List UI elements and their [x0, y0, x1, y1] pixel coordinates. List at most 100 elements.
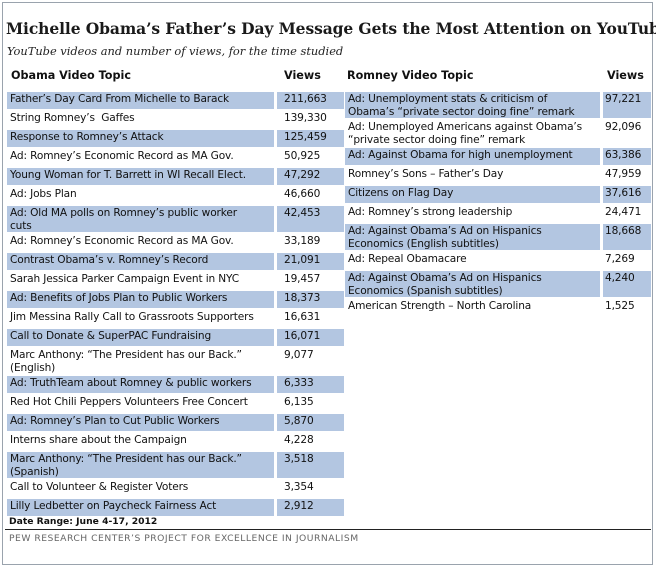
obama-topic: Ad: TruthTeam about Romney & public work…	[10, 377, 252, 389]
obama-views: 4,228	[284, 434, 314, 446]
obama-topic: Ad: Old MA polls on Romney’s public work…	[10, 207, 237, 232]
obama-topic: Ad: Romney’s Plan to Cut Public Workers	[10, 415, 220, 427]
romney-topic: Citizens on Flag Day	[348, 187, 454, 199]
obama-topic: Call to Volunteer & Register Voters	[10, 481, 189, 493]
romney-row: Citizens on Flag Day 37,616	[345, 186, 651, 203]
obama-row: Ad: Romney’s Plan to Cut Public Workers 5…	[7, 414, 344, 431]
obama-row: Ad: Benefits of Jobs Plan to Public Work…	[7, 291, 344, 308]
romney-topic: American Strength – North Carolina	[348, 300, 532, 312]
romney-row: Ad: Repeal Obamacare 7,269	[345, 252, 651, 269]
obama-views: 33,189	[284, 235, 321, 247]
obama-row: Ad: Jobs Plan 46,660	[7, 187, 344, 204]
obama-topic: Ad: Romney’s Economic Record as MA Gov.	[10, 235, 234, 247]
obama-views: 3,354	[284, 481, 314, 493]
obama-views: 42,453	[284, 207, 321, 219]
romney-views: 97,221	[605, 93, 642, 105]
obama-row: Call to Volunteer & Register Voters 3,354	[7, 480, 344, 497]
obama-views: 19,457	[284, 273, 321, 285]
obama-table: Father’s Day Card From Michelle to Barac…	[7, 92, 344, 518]
obama-topic: Young Woman for T. Barrett in WI Recall …	[10, 169, 246, 181]
chart-subtitle: YouTube videos and number of views, for …	[7, 44, 344, 58]
obama-topic: Marc Anthony: “The President has our Bac…	[10, 453, 242, 478]
romney-topic-header: Romney Video Topic	[347, 69, 474, 82]
obama-row: Young Woman for T. Barrett in WI Recall …	[7, 168, 344, 185]
date-range: Date Range: June 4-17, 2012	[9, 516, 158, 527]
obama-views: 6,333	[284, 377, 314, 389]
obama-row: Ad: TruthTeam about Romney & public work…	[7, 376, 344, 393]
romney-topic: Ad: Unemployment stats & criticism of Ob…	[348, 93, 575, 118]
obama-topic: String Romney’s Gaffes	[10, 112, 135, 124]
romney-row: Ad: Unemployed Americans against Obama’s…	[345, 120, 651, 146]
obama-topic: Red Hot Chili Peppers Volunteers Free Co…	[10, 396, 248, 408]
obama-topic: Ad: Jobs Plan	[10, 188, 77, 200]
obama-views: 50,925	[284, 150, 321, 162]
romney-topic: Ad: Against Obama’s Ad on Hispanics Econ…	[348, 225, 542, 250]
obama-row: Ad: Old MA polls on Romney’s public work…	[7, 206, 344, 232]
obama-views: 6,135	[284, 396, 314, 408]
obama-row: String Romney’s Gaffes 139,330	[7, 111, 344, 128]
romney-views: 47,959	[605, 168, 642, 180]
obama-views: 211,663	[284, 93, 327, 105]
obama-row: Lilly Ledbetter on Paycheck Fairness Act…	[7, 499, 344, 516]
obama-row: Marc Anthony: “The President has our Bac…	[7, 452, 344, 478]
romney-topic: Romney’s Sons – Father’s Day	[348, 168, 504, 180]
romney-row: Ad: Against Obama’s Ad on Hispanics Econ…	[345, 271, 651, 297]
obama-views: 16,631	[284, 311, 321, 323]
footer-divider	[5, 529, 651, 530]
source-credit: PEW RESEARCH CENTER’S PROJECT FOR EXCELL…	[9, 533, 359, 544]
obama-topic: Jim Messina Rally Call to Grassroots Sup…	[10, 311, 254, 323]
romney-row: Ad: Against Obama’s Ad on Hispanics Econ…	[345, 224, 651, 250]
romney-views: 37,616	[605, 187, 642, 199]
obama-topic: Marc Anthony: “The President has our Bac…	[10, 349, 242, 374]
romney-row: Ad: Against Obama for high unemployment 6…	[345, 148, 651, 165]
obama-topic: Lilly Ledbetter on Paycheck Fairness Act	[10, 500, 217, 512]
obama-views: 9,077	[284, 349, 314, 361]
obama-row: Father’s Day Card From Michelle to Barac…	[7, 92, 344, 109]
obama-views: 3,518	[284, 453, 314, 465]
romney-row: American Strength – North Carolina 1,525	[345, 299, 651, 316]
obama-row: Red Hot Chili Peppers Volunteers Free Co…	[7, 395, 344, 412]
obama-topic: Ad: Benefits of Jobs Plan to Public Work…	[10, 292, 228, 304]
obama-views: 2,912	[284, 500, 314, 512]
obama-topic: Ad: Romney’s Economic Record as MA Gov.	[10, 150, 234, 162]
romney-row: Ad: Unemployment stats & criticism of Ob…	[345, 92, 651, 118]
obama-row: Response to Romney’s Attack 125,459	[7, 130, 344, 147]
romney-views: 4,240	[605, 272, 635, 284]
obama-topic: Response to Romney’s Attack	[10, 131, 164, 143]
obama-views: 21,091	[284, 254, 321, 266]
romney-views: 63,386	[605, 149, 642, 161]
romney-row: Romney’s Sons – Father’s Day 47,959	[345, 167, 651, 184]
obama-topic-header: Obama Video Topic	[11, 69, 131, 82]
obama-views: 18,373	[284, 292, 321, 304]
romney-topic: Ad: Unemployed Americans against Obama’s…	[348, 121, 583, 146]
romney-table: Ad: Unemployment stats & criticism of Ob…	[345, 92, 651, 318]
obama-views-header: Views	[284, 69, 321, 82]
obama-views: 125,459	[284, 131, 327, 143]
romney-topic: Ad: Repeal Obamacare	[348, 253, 467, 265]
obama-row: Ad: Romney’s Economic Record as MA Gov. 5…	[7, 149, 344, 166]
romney-topic: Ad: Romney’s strong leadership	[348, 206, 513, 218]
obama-row: Interns share about the Campaign 4,228	[7, 433, 344, 450]
romney-views: 7,269	[605, 253, 635, 265]
romney-topic: Ad: Against Obama’s Ad on Hispanics Econ…	[348, 272, 542, 297]
obama-row: Marc Anthony: “The President has our Bac…	[7, 348, 344, 374]
obama-row: Jim Messina Rally Call to Grassroots Sup…	[7, 310, 344, 327]
obama-topic: Call to Donate & SuperPAC Fundraising	[10, 330, 212, 342]
obama-views: 139,330	[284, 112, 327, 124]
romney-views: 92,096	[605, 121, 642, 133]
obama-views: 5,870	[284, 415, 314, 427]
romney-topic: Ad: Against Obama for high unemployment	[348, 149, 573, 161]
obama-topic: Interns share about the Campaign	[10, 434, 187, 446]
obama-views: 47,292	[284, 169, 321, 181]
obama-row: Call to Donate & SuperPAC Fundraising 16,…	[7, 329, 344, 346]
romney-views: 18,668	[605, 225, 642, 237]
obama-topic: Contrast Obama’s v. Romney’s Record	[10, 254, 209, 266]
romney-row: Ad: Romney’s strong leadership 24,471	[345, 205, 651, 222]
chart-title: Michelle Obama’s Father’s Day Message Ge…	[6, 19, 656, 38]
romney-views: 1,525	[605, 300, 635, 312]
obama-topic: Father’s Day Card From Michelle to Barac…	[10, 93, 229, 105]
obama-row: Contrast Obama’s v. Romney’s Record 21,09…	[7, 253, 344, 270]
obama-views: 46,660	[284, 188, 321, 200]
obama-topic: Sarah Jessica Parker Campaign Event in N…	[10, 273, 240, 285]
